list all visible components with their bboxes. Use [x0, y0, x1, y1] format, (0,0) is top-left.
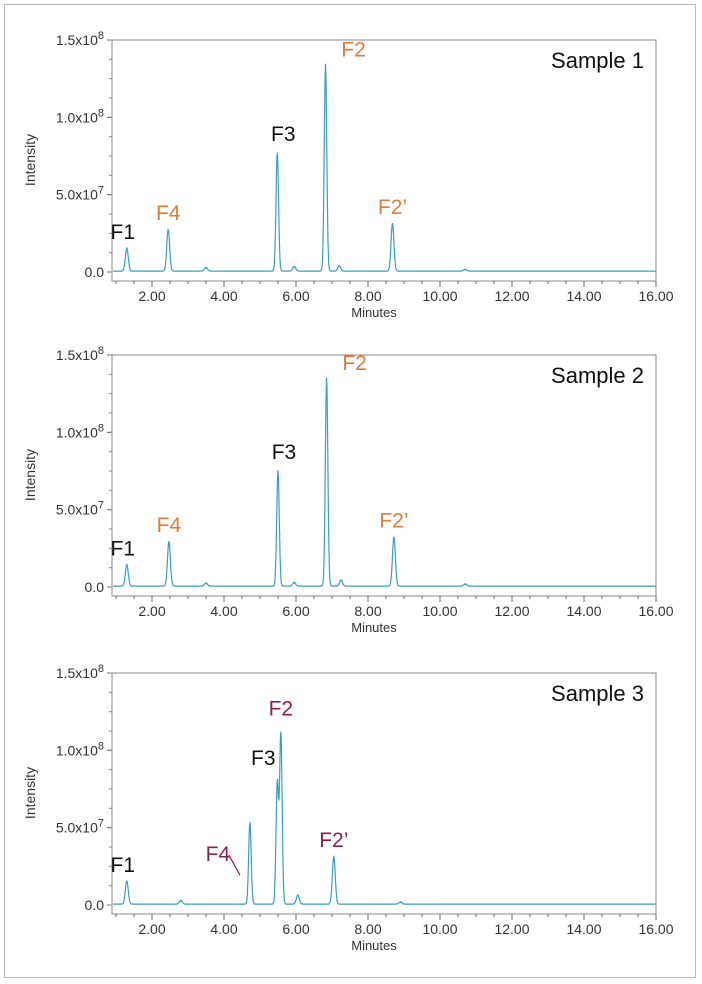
peak-apex [297, 895, 299, 897]
x-tick-label: 6.00 [282, 921, 309, 937]
peak-apex [276, 152, 278, 154]
y-tick-label: 0.0 [85, 579, 105, 595]
chromatogram-trace [113, 731, 656, 905]
x-tick-label: 8.00 [354, 921, 381, 937]
peak-apex [180, 900, 182, 902]
y-tick-label: 0.0 [85, 264, 105, 280]
x-tick-label: 8.00 [354, 288, 381, 304]
y-tick-label: 1.5x108 [56, 663, 104, 681]
peak-apex [464, 584, 466, 586]
x-tick-label: 12.00 [494, 603, 529, 619]
x-tick-label: 14.00 [566, 921, 601, 937]
panel-2: 0.0 5.0x107 1.0x108 1.5x108 2.00 4.00 6.00 8.00… [22, 345, 674, 635]
x-axis-label: Minutes [351, 938, 397, 953]
x-tick-label: 6.00 [282, 288, 309, 304]
x-tick-label: 10.00 [422, 921, 457, 937]
x-tick-label: 4.00 [210, 288, 237, 304]
peak-label-leader [228, 854, 241, 876]
plot-area [111, 354, 657, 597]
peak-apex [399, 902, 401, 904]
x-tick-label: 16.00 [638, 603, 673, 619]
peak-apex [167, 229, 169, 231]
peak-apex [126, 248, 128, 250]
peak-apex [293, 582, 295, 584]
x-tick-label: 10.00 [422, 603, 457, 619]
peak-apex [464, 269, 466, 271]
peak-apex [205, 267, 207, 269]
peak-apex [276, 782, 278, 784]
x-axis-label: Minutes [351, 620, 397, 635]
plot-area [111, 672, 657, 915]
x-tick-label: 2.00 [138, 921, 165, 937]
peak-apex [393, 536, 395, 539]
peak-label: F3 [272, 441, 297, 464]
y-tick-label: 1.0x108 [56, 422, 104, 440]
peak-apex [293, 266, 295, 268]
peak-apex [338, 265, 340, 268]
y-tick-label: 1.0x108 [56, 107, 104, 125]
x-tick-label: 2.00 [138, 603, 165, 619]
x-tick-label: 4.00 [210, 921, 237, 937]
x-tick-label: 16.00 [638, 288, 673, 304]
peak-label: F2’ [379, 510, 408, 533]
peak-label: F2’ [319, 829, 348, 852]
y-tick-label: 5.0x107 [56, 818, 104, 836]
peak-apex [249, 822, 251, 824]
x-tick-label: 14.00 [566, 288, 601, 304]
peak-label: F2 [342, 352, 367, 375]
plot-area [111, 39, 657, 282]
y-tick-label: 1.0x108 [56, 740, 104, 758]
x-tick-label: 16.00 [638, 921, 673, 937]
peak-apex [326, 377, 328, 379]
sample-title: Sample 2 [551, 363, 644, 388]
x-tick-label: 4.00 [210, 603, 237, 619]
peak-apex [126, 564, 128, 566]
peak-label: F2 [269, 697, 294, 720]
peak-label: F3 [251, 747, 276, 770]
peak-label: F1 [111, 221, 136, 244]
y-tick-label: 1.5x108 [56, 345, 104, 363]
x-tick-label: 6.00 [282, 603, 309, 619]
y-tick-label: 1.5x108 [56, 30, 104, 48]
peak-apex [391, 223, 394, 225]
x-tick-label: 14.00 [566, 603, 601, 619]
sample-title: Sample 1 [551, 48, 644, 73]
y-axis-label: Intensity [22, 134, 38, 186]
peak-apex [205, 583, 207, 585]
chromatogram-trace [113, 377, 656, 587]
peak-apex [333, 856, 335, 858]
panel-3: 0.0 5.0x107 1.0x108 1.5x108 2.00 4.00 6.00 8.00… [22, 663, 674, 953]
y-axis-label: Intensity [22, 767, 38, 819]
peak-label: F4 [157, 514, 182, 537]
peak-apex [126, 881, 128, 883]
x-tick-label: 8.00 [354, 603, 381, 619]
peak-apex [324, 64, 327, 66]
y-axis-label: Intensity [22, 449, 38, 501]
y-tick-label: 5.0x107 [56, 500, 104, 518]
sample-title: Sample 3 [551, 681, 644, 706]
peak-label: F3 [271, 123, 296, 146]
peak-label: F2’ [378, 196, 407, 219]
x-axis-label: Minutes [351, 305, 397, 320]
y-tick-label: 0.0 [85, 897, 105, 913]
peak-label: F2 [341, 39, 366, 62]
x-tick-label: 12.00 [494, 288, 529, 304]
peak-apex [340, 580, 342, 582]
x-tick-label: 12.00 [494, 921, 529, 937]
chromatogram-trace [113, 63, 656, 272]
peak-label: F4 [156, 202, 181, 225]
x-tick-label: 2.00 [138, 288, 165, 304]
figure-frame [4, 4, 696, 978]
x-tick-label: 10.00 [422, 288, 457, 304]
peak-apex [280, 732, 282, 734]
panel-1: 0.0 5.0x107 1.0x108 1.5x108 2.00 4.00 6.00 8.00… [22, 30, 674, 320]
peak-apex [168, 541, 170, 543]
peak-label: F1 [111, 854, 136, 877]
peak-label: F4 [206, 843, 231, 866]
y-tick-label: 5.0x107 [56, 185, 104, 203]
peak-label: F1 [111, 537, 136, 560]
peak-apex [277, 470, 279, 472]
